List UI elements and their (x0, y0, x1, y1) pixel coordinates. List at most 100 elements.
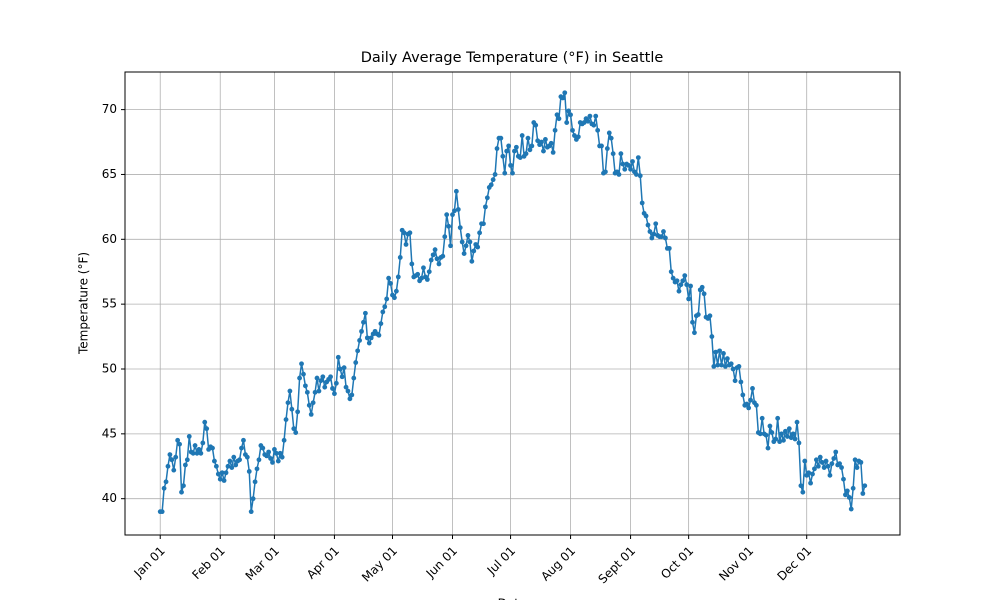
data-point (481, 221, 486, 227)
data-point (746, 405, 752, 411)
data-point (562, 90, 568, 96)
data-point (815, 463, 821, 469)
data-point (361, 319, 366, 325)
data-point (732, 378, 738, 384)
data-point (409, 261, 415, 267)
data-point (837, 461, 843, 467)
data-point (529, 143, 535, 149)
data-point (446, 223, 452, 229)
data-point (270, 459, 275, 465)
data-point (796, 440, 802, 446)
data-point (295, 409, 301, 415)
data-point (844, 488, 850, 494)
data-point (587, 113, 593, 119)
data-point (382, 304, 388, 310)
data-point (757, 431, 763, 437)
data-point (616, 172, 622, 177)
data-point (548, 140, 554, 146)
data-point (686, 296, 692, 302)
data-point (169, 457, 175, 463)
data-point (682, 273, 688, 279)
data-point (335, 354, 341, 360)
data-point (231, 454, 237, 460)
data-point (459, 239, 465, 245)
data-point (784, 434, 790, 439)
data-point (190, 450, 196, 456)
data-point (773, 436, 779, 442)
data-point (858, 459, 864, 465)
data-point (281, 437, 287, 443)
data-point (186, 434, 192, 439)
data-point (862, 483, 868, 489)
data-point (724, 356, 730, 362)
data-point (302, 383, 308, 389)
y-tick-label: 45 (102, 426, 117, 440)
data-point (248, 509, 254, 515)
data-point (513, 144, 519, 150)
data-point (175, 437, 181, 443)
data-point (227, 458, 233, 464)
data-point (210, 445, 215, 451)
data-point (171, 467, 177, 473)
data-point (250, 496, 256, 502)
data-point (846, 494, 852, 500)
y-axis-label: Temperature (°F) (77, 252, 91, 355)
data-point (455, 207, 461, 212)
data-point (709, 334, 715, 339)
data-point (237, 457, 242, 463)
data-point (610, 151, 616, 157)
data-point (527, 147, 533, 153)
data-point (572, 133, 577, 138)
data-point (457, 225, 463, 231)
y-tick-label: 50 (102, 361, 117, 375)
data-point (492, 172, 498, 177)
data-point (825, 463, 831, 469)
data-point (173, 454, 179, 460)
data-point (651, 231, 657, 237)
data-point (653, 221, 659, 227)
data-point (550, 150, 556, 155)
data-point (860, 491, 866, 496)
data-point (198, 450, 204, 456)
data-point (179, 489, 184, 495)
data-point (802, 458, 808, 464)
data-point (854, 465, 860, 470)
data-point (196, 447, 202, 452)
data-point (428, 257, 434, 263)
data-point (453, 188, 459, 194)
data-point (767, 423, 773, 429)
data-point (786, 426, 792, 432)
data-point (225, 463, 231, 469)
data-point (217, 476, 223, 482)
data-point (769, 430, 775, 435)
data-point (223, 470, 229, 476)
data-point (219, 470, 225, 476)
y-tick-label: 40 (102, 491, 117, 505)
data-point (376, 332, 382, 338)
data-point (355, 348, 361, 354)
data-point (843, 492, 848, 498)
data-point (159, 509, 165, 515)
data-point (500, 153, 506, 159)
data-point (488, 182, 494, 188)
data-point (728, 361, 734, 367)
data-point (666, 245, 672, 251)
data-point (430, 252, 436, 258)
data-point (386, 275, 392, 281)
data-point (436, 261, 442, 267)
data-point (817, 454, 823, 460)
data-point (622, 166, 628, 172)
data-point (465, 233, 471, 238)
data-point (748, 397, 753, 403)
data-point (560, 95, 566, 101)
data-point (659, 234, 664, 240)
data-point (343, 384, 349, 390)
data-point (645, 222, 651, 228)
data-point (299, 361, 304, 367)
data-point (434, 256, 440, 262)
data-point (519, 133, 525, 138)
data-point (322, 384, 328, 390)
plot-area (157, 90, 868, 515)
data-point (591, 122, 597, 128)
data-point (618, 151, 624, 157)
